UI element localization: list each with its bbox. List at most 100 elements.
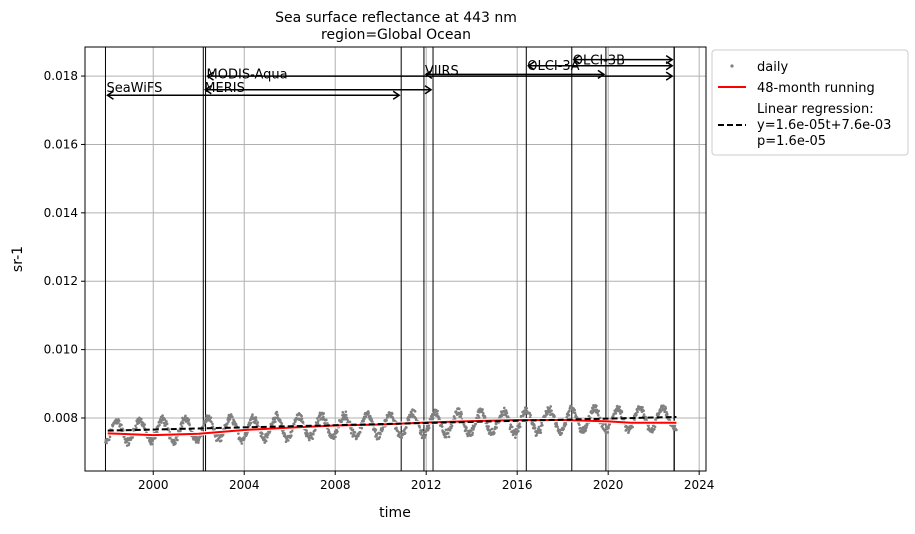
mission-arrow-head-right xyxy=(665,55,674,65)
daily-point xyxy=(240,442,244,445)
daily-point xyxy=(311,437,314,441)
daily-point xyxy=(440,425,444,428)
daily-point xyxy=(371,420,374,423)
daily-point xyxy=(322,412,326,415)
daily-point xyxy=(290,434,293,437)
mission-label: OLCI-3A xyxy=(527,59,579,74)
daily-point xyxy=(327,430,331,433)
daily-point xyxy=(403,431,407,435)
y-tick-label: 0.016 xyxy=(44,137,78,151)
daily-point xyxy=(515,432,519,435)
y-tick-label: 0.014 xyxy=(44,206,78,220)
daily-point xyxy=(301,421,305,424)
daily-point xyxy=(168,436,172,440)
daily-point xyxy=(558,430,562,434)
daily-point xyxy=(647,426,651,430)
daily-point xyxy=(276,413,279,417)
daily-point xyxy=(447,435,451,439)
daily-point xyxy=(541,423,544,427)
daily-point xyxy=(465,426,468,429)
y-tick-label: 0.008 xyxy=(44,411,78,425)
plot-frame xyxy=(84,46,707,472)
daily-point xyxy=(370,418,374,421)
daily-point xyxy=(344,413,348,417)
daily-point xyxy=(586,423,589,427)
daily-point xyxy=(436,409,439,413)
daily-point xyxy=(167,428,170,431)
mission-arrow-head-right xyxy=(424,85,433,95)
mission-arrow-head-right xyxy=(392,90,401,100)
daily-point xyxy=(423,436,426,439)
legend: daily 48-month running Linear regression… xyxy=(711,49,909,156)
daily-point xyxy=(174,441,177,445)
daily-point xyxy=(518,425,522,429)
mission-label: OLCI-3B xyxy=(573,54,625,69)
daily-point xyxy=(427,424,431,427)
daily-point xyxy=(443,430,446,434)
daily-point xyxy=(616,404,619,408)
daily-point xyxy=(481,408,484,411)
daily-point xyxy=(635,413,638,417)
daily-point xyxy=(614,412,618,415)
daily-point xyxy=(280,422,284,425)
legend-box xyxy=(711,49,909,156)
daily-point xyxy=(363,417,366,421)
daily-point xyxy=(158,423,161,427)
daily-point xyxy=(307,438,311,442)
daily-point xyxy=(675,428,678,432)
daily-point xyxy=(642,409,645,413)
daily-point xyxy=(397,433,401,436)
x-tick-label: 2020 xyxy=(593,478,624,492)
daily-point xyxy=(165,422,169,426)
daily-point xyxy=(606,431,610,434)
daily-point xyxy=(298,417,302,421)
running-mean-halo xyxy=(107,418,677,438)
daily-point xyxy=(445,435,448,439)
daily-point xyxy=(334,435,337,439)
daily-point xyxy=(349,431,353,435)
daily-point xyxy=(314,428,317,432)
daily-point xyxy=(358,430,362,434)
daily-point xyxy=(548,407,551,410)
daily-point xyxy=(266,433,270,436)
daily-point xyxy=(525,406,529,410)
daily-point xyxy=(584,429,588,432)
daily-point xyxy=(209,416,213,420)
axis-ticks: 2000 2004 2008 2012 2016 2020 2024 0.008 0.010 0.… xyxy=(44,69,715,492)
daily-point xyxy=(319,414,322,417)
daily-point xyxy=(504,414,508,417)
daily-point xyxy=(207,414,211,418)
daily-point xyxy=(340,420,343,424)
daily-point xyxy=(535,433,538,437)
daily-point xyxy=(353,431,357,434)
daily-point xyxy=(517,429,520,433)
daily-point xyxy=(421,428,424,432)
daily-point xyxy=(471,431,474,435)
daily-point xyxy=(271,423,274,426)
daily-point xyxy=(231,423,235,426)
daily-point xyxy=(602,422,605,426)
chart-subtitle: region=Global Ocean xyxy=(321,27,471,43)
series-lines xyxy=(107,415,677,438)
daily-point xyxy=(446,431,450,435)
daily-point xyxy=(395,426,398,430)
daily-point xyxy=(539,431,543,434)
daily-point xyxy=(414,417,418,421)
daily-point xyxy=(607,426,610,430)
daily-point xyxy=(505,411,509,415)
daily-point xyxy=(563,424,567,428)
daily-point xyxy=(316,421,320,425)
daily-point xyxy=(256,421,260,424)
daily-point xyxy=(184,414,187,418)
y-axis-label: sr-1 xyxy=(10,246,26,272)
daily-point xyxy=(362,419,366,423)
daily-point xyxy=(585,425,588,429)
daily-point xyxy=(305,429,308,432)
daily-point xyxy=(524,411,527,415)
daily-point xyxy=(322,415,325,419)
daily-point xyxy=(317,419,320,422)
daily-point xyxy=(234,422,238,426)
daily-point xyxy=(459,410,463,414)
